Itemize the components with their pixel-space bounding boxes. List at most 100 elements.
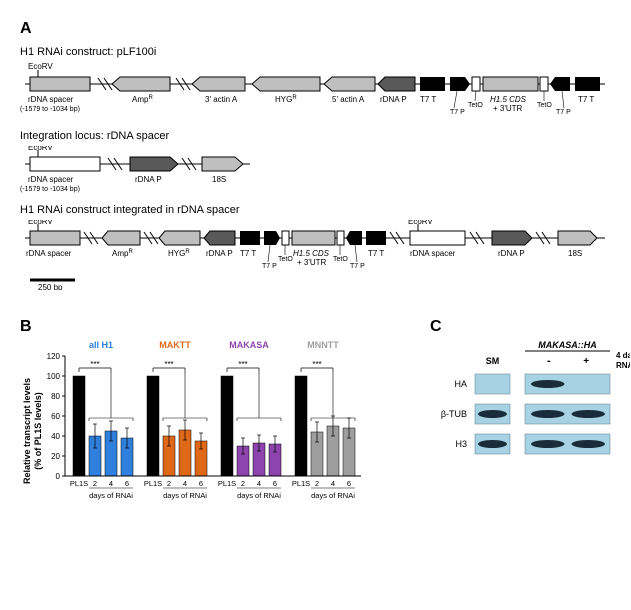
svg-text:-: -	[547, 355, 551, 367]
svg-text:Relative transcript levels: Relative transcript levels	[22, 378, 32, 484]
t7p-1b: T7 P	[556, 109, 571, 116]
svg-text:60: 60	[51, 412, 60, 421]
svg-text:HYGR: HYGR	[168, 249, 190, 258]
svg-text:MNNTT: MNNTT	[307, 340, 339, 350]
svg-text:HYGR: HYGR	[275, 95, 297, 104]
rdna-range-2: (-1579 to -1034 bp)	[20, 186, 80, 193]
amp-1: Amp	[132, 95, 149, 104]
panel-a-letter: A	[20, 20, 611, 38]
teto-1b: TetO	[537, 102, 552, 109]
svg-text:6: 6	[273, 479, 277, 488]
svg-text:40: 40	[51, 432, 60, 441]
rdna-spacer-3b: rDNA spacer	[410, 249, 456, 258]
t7t-3a: T7 T	[240, 249, 256, 258]
svg-text:PL1S: PL1S	[144, 479, 162, 488]
panel-c-letter: C	[430, 318, 630, 336]
ecorv-3b: EcoRV	[408, 220, 433, 226]
t7t-1b: T7 T	[578, 95, 594, 104]
panel-b-letter: B	[20, 318, 400, 336]
svg-text:HA: HA	[454, 379, 467, 389]
svg-text:***: ***	[164, 360, 173, 369]
rdna-range-1: (-1579 to -1034 bp)	[20, 106, 80, 113]
hyg-sup-3: R	[185, 249, 190, 255]
h1utr-1: + 3'UTR	[493, 104, 523, 113]
amp-sup-1: R	[148, 95, 153, 101]
svg-text:PL1S: PL1S	[70, 479, 88, 488]
svg-text:MAKASA::HA: MAKASA::HA	[538, 340, 597, 350]
ecorv-3a: EcoRV	[28, 220, 53, 226]
svg-text:SM: SM	[486, 356, 500, 366]
eighteen-s-3: 18S	[568, 249, 582, 258]
svg-text:6: 6	[199, 479, 203, 488]
svg-text:80: 80	[51, 392, 60, 401]
svg-text:RNAi: RNAi	[616, 361, 630, 370]
rdna-spacer-3a: rDNA spacer	[26, 249, 72, 258]
amp-sup-3: R	[128, 249, 133, 255]
svg-text:all H1: all H1	[89, 340, 113, 350]
svg-text:AmpR: AmpR	[112, 249, 133, 258]
construct-3: EcoRV rDNA spacer AmpR HYGR rDNA P T7 T …	[20, 220, 610, 290]
svg-text:20: 20	[51, 452, 60, 461]
ecorv-1: EcoRV	[28, 62, 53, 71]
svg-text:4: 4	[183, 479, 187, 488]
actin5-1: 5' actin A	[332, 95, 365, 104]
section3-title: H1 RNAi construct integrated in rDNA spa…	[20, 204, 611, 216]
t7p-3a: T7 P	[262, 263, 277, 270]
svg-text:4: 4	[331, 479, 335, 488]
svg-text:H3: H3	[455, 439, 467, 449]
rdnap-2: rDNA P	[135, 175, 162, 184]
teto-3a: TetO	[278, 256, 293, 263]
h1cds-3: H1.5 CDS	[293, 249, 330, 258]
svg-text:PL1S: PL1S	[218, 479, 236, 488]
section2-title: Integration locus: rDNA spacer	[20, 130, 611, 142]
hyg-sup-1: R	[292, 95, 297, 101]
section1-title: H1 RNAi construct: pLF100i	[20, 46, 611, 58]
hyg-1: HYG	[275, 95, 292, 104]
svg-text:4: 4	[109, 479, 113, 488]
teto-1a: TetO	[468, 102, 483, 109]
svg-text:PL1S: PL1S	[292, 479, 310, 488]
rdnap-1: rDNA P	[380, 95, 407, 104]
construct-1: EcoRV rDNA spacer (-1579 to -1034 bp) Am…	[20, 62, 610, 122]
svg-text:***: ***	[312, 360, 321, 369]
svg-text:days of RNAi: days of RNAi	[311, 491, 355, 500]
construct-2: EcoRV rDNA spacer (-1579 to -1034 bp) rD…	[20, 146, 320, 196]
rdnap-3a: rDNA P	[206, 249, 233, 258]
amp-3: Amp	[112, 249, 129, 258]
svg-text:4: 4	[257, 479, 261, 488]
panel-c: C MAKASA::HASM - +4 daysRNAiHAβ-TUBH3	[400, 318, 630, 506]
rdna-spacer-1: rDNA spacer	[28, 95, 74, 104]
bar-chart: 0 20 40 60 80 100 120 Relative transcript level…	[20, 336, 400, 506]
t7p-1a: T7 P	[450, 109, 465, 116]
svg-text:+: +	[583, 356, 589, 367]
svg-text:2: 2	[315, 479, 319, 488]
panel-a: A H1 RNAi construct: pLF100i EcoRV rDNA …	[20, 20, 611, 290]
svg-text:6: 6	[347, 479, 351, 488]
svg-text:days of RNAi: days of RNAi	[237, 491, 281, 500]
svg-text:***: ***	[90, 360, 99, 369]
svg-text:2: 2	[167, 479, 171, 488]
ecorv-2: EcoRV	[28, 146, 53, 152]
svg-text:2: 2	[241, 479, 245, 488]
svg-text:6: 6	[125, 479, 129, 488]
actin3-1: 3' actin A	[205, 95, 238, 104]
svg-text:***: ***	[238, 360, 247, 369]
teto-3b: TetO	[333, 256, 348, 263]
h1cds-1: H1.5 CDS	[490, 95, 527, 104]
svg-text:4 days: 4 days	[616, 351, 630, 360]
svg-text:MAKASA: MAKASA	[229, 340, 269, 350]
svg-text:β-TUB: β-TUB	[441, 409, 467, 419]
svg-text:120: 120	[47, 352, 61, 361]
h1utr-3: + 3'UTR	[297, 258, 327, 267]
svg-text:MAKTT: MAKTT	[159, 340, 191, 350]
panel-b: B 0 20 40 60 80 100 120 Relative transcript lev…	[20, 318, 400, 506]
hyg-3: HYG	[168, 249, 185, 258]
rdna-spacer-2: rDNA spacer	[28, 175, 74, 184]
t7p-3b: T7 P	[350, 263, 365, 270]
western-blots: MAKASA::HASM - +4 daysRNAiHAβ-TUBH3	[430, 336, 630, 476]
t7t-3b: T7 T	[368, 249, 384, 258]
rdnap-3b: rDNA P	[498, 249, 525, 258]
svg-text:0: 0	[56, 472, 61, 481]
svg-text:2: 2	[93, 479, 97, 488]
svg-text:100: 100	[47, 372, 61, 381]
